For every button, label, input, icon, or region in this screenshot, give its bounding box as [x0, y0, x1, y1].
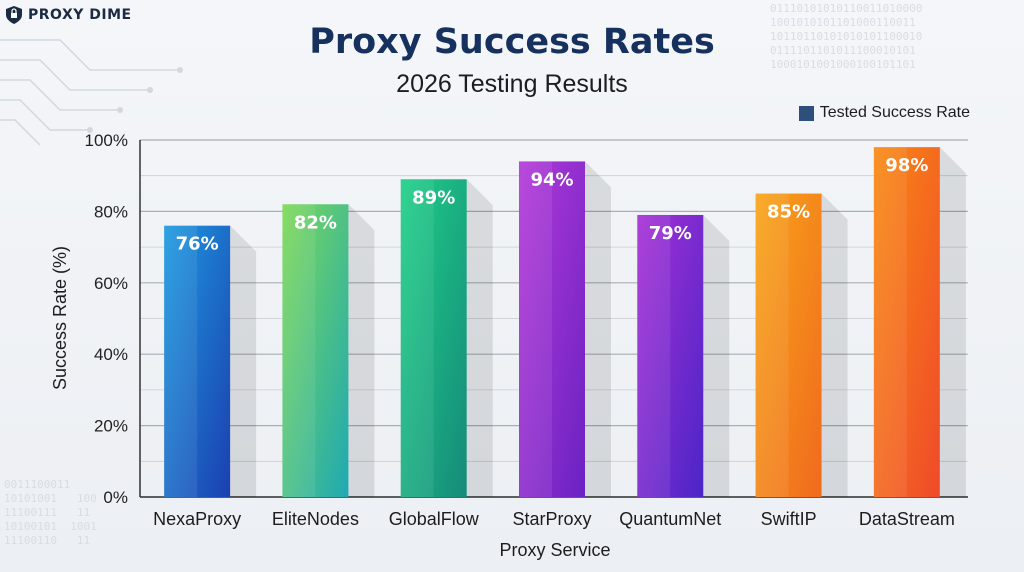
bar-highlight: [755, 193, 789, 498]
bar-shadow: [230, 225, 257, 497]
data-label: 98%: [885, 155, 928, 176]
bar-shadow: [348, 204, 375, 497]
legend-swatch: [798, 105, 814, 121]
data-label: 82%: [294, 212, 337, 233]
bar-highlight: [519, 161, 552, 498]
bar-nexaproxy: [164, 225, 231, 497]
bar-swiftip: [755, 193, 822, 498]
chart-legend: Tested Success Rate: [798, 104, 970, 122]
data-label: 89%: [412, 187, 455, 208]
bar-starproxy: [519, 161, 585, 498]
chart-subtitle: 2026 Testing Results: [396, 70, 628, 98]
data-label: 79%: [649, 223, 692, 244]
bar-highlight: [282, 204, 316, 497]
bar-highlight: [873, 147, 907, 497]
x-tick-label: StarProxy: [512, 509, 591, 529]
x-tick-label: EliteNodes: [272, 509, 359, 529]
y-axis-title: Success Rate (%): [50, 246, 70, 390]
bar-shadow: [939, 147, 966, 497]
y-tick-label: 100%: [85, 131, 128, 150]
y-tick-label: 60%: [94, 274, 128, 293]
brand-name: PROXY DIME: [28, 7, 132, 23]
bar-shadow: [821, 193, 848, 498]
y-tick-label: 20%: [94, 417, 128, 436]
legend-label: Tested Success Rate: [819, 104, 970, 121]
data-label: 85%: [767, 202, 810, 223]
x-tick-label: QuantumNet: [619, 509, 721, 529]
x-axis-title: Proxy Service: [499, 540, 610, 560]
x-tick-label: DataStream: [859, 509, 955, 529]
y-tick-label: 0%: [103, 488, 128, 507]
data-label: 76%: [176, 234, 219, 255]
data-label: 94%: [530, 169, 573, 190]
y-tick-label: 40%: [94, 345, 128, 364]
shield-logo-icon: [6, 6, 22, 24]
bar-datastream: [873, 147, 940, 497]
x-tick-label: NexaProxy: [153, 509, 241, 529]
brand-logo: PROXY DIME: [6, 6, 132, 24]
bar-highlight: [164, 225, 198, 497]
bar-quantumnet: [637, 214, 704, 497]
x-tick-label: SwiftIP: [761, 509, 817, 529]
bar-elitenodes: [282, 204, 349, 497]
x-tick-label: GlobalFlow: [389, 509, 480, 529]
bar-shadow: [585, 161, 611, 498]
chart-title: Proxy Success Rates: [309, 22, 715, 62]
bar-shadow: [466, 179, 493, 497]
bar-highlight: [400, 179, 434, 497]
bar-highlight: [637, 214, 671, 497]
bar-globalflow: [400, 179, 467, 497]
bar-shadow: [703, 214, 730, 497]
y-tick-label: 80%: [94, 202, 128, 221]
